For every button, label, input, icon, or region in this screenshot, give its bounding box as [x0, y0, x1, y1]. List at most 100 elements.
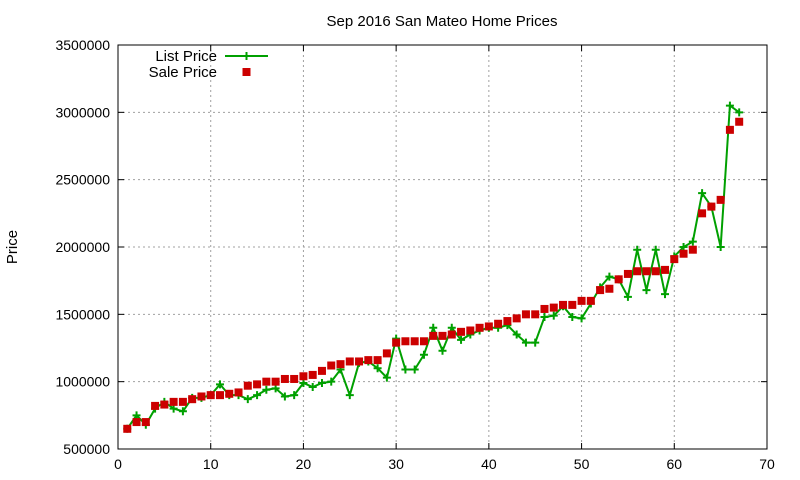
list-price-point — [577, 314, 586, 323]
list-price-point — [271, 384, 280, 393]
list-price-line — [126, 103, 740, 430]
x-tick-label: 40 — [481, 456, 497, 472]
sale-price-point — [531, 310, 540, 319]
sale-price-point — [345, 357, 354, 366]
sale-price-point — [327, 361, 336, 370]
list-price-point — [429, 323, 438, 332]
list-price-point — [688, 237, 697, 246]
sale-price-point — [215, 391, 224, 400]
y-axis-label: Price — [4, 230, 21, 264]
sale-price-point — [494, 319, 503, 328]
list-price-point — [280, 392, 289, 401]
list-price-point — [253, 391, 262, 400]
list-price-point — [698, 189, 707, 198]
list-price-point — [419, 350, 428, 359]
sale-price-point — [586, 296, 595, 305]
sale-price-point — [623, 269, 632, 278]
sale-price-point — [503, 317, 512, 326]
sale-price-point — [429, 331, 438, 340]
sale-price-point — [559, 300, 568, 309]
sale-price-point — [670, 255, 679, 264]
list-price-point — [308, 383, 317, 392]
list-price-point — [725, 101, 734, 110]
y-tick-label: 2500000 — [55, 172, 110, 188]
sale-price-point — [355, 357, 364, 366]
list-price-point — [512, 330, 521, 339]
y-tick-label: 3500000 — [55, 37, 110, 53]
list-price-point — [299, 379, 308, 388]
list-price-point — [531, 338, 540, 347]
sale-price-point — [419, 337, 428, 346]
list-price-point — [438, 346, 447, 355]
sale-price-point — [290, 374, 299, 383]
sale-price-point — [642, 267, 651, 276]
list-price-point — [243, 395, 252, 404]
sale-price-point — [707, 202, 716, 211]
sale-price-point — [716, 195, 725, 204]
list-price-point — [521, 338, 530, 347]
sale-price-point — [512, 314, 521, 323]
chart-title: Sep 2016 San Mateo Home Prices — [327, 13, 558, 30]
list-price-point — [290, 391, 299, 400]
sale-price-point — [725, 125, 734, 134]
sale-price-point — [382, 349, 391, 358]
sale-price-point — [698, 209, 707, 218]
sale-price-point — [484, 322, 493, 331]
list-price-point — [735, 108, 744, 117]
list-price-point — [262, 385, 271, 394]
sale-price-point — [132, 418, 141, 427]
sale-price-point — [169, 397, 178, 406]
sale-price-point — [299, 372, 308, 381]
x-tick-label: 60 — [666, 456, 682, 472]
sale-price-point — [661, 265, 670, 274]
sale-price-point — [188, 395, 197, 404]
x-tick-label: 30 — [388, 456, 404, 472]
y-tick-label: 500000 — [63, 441, 110, 457]
list-price-point — [623, 292, 632, 301]
sale-price-point — [438, 331, 447, 340]
series — [123, 101, 744, 433]
sale-price-point — [364, 356, 373, 365]
sale-price-point — [373, 356, 382, 365]
sale-price-point — [605, 284, 614, 293]
sale-price-point — [197, 392, 206, 401]
sale-price-point — [688, 245, 697, 254]
sale-price-point — [336, 360, 345, 369]
sale-price-point — [577, 296, 586, 305]
list-price-point — [651, 245, 660, 254]
list-price-point — [410, 365, 419, 374]
sale-price-point — [447, 330, 456, 339]
list-price-point — [540, 313, 549, 322]
list-price-point — [382, 373, 391, 382]
list-price-point — [327, 377, 336, 386]
sale-price-point — [262, 377, 271, 386]
sale-price-point — [679, 249, 688, 258]
axis-ticks: 0 10 20 30 40 50 60 70 500000 1000000 1500000 20000… — [55, 37, 775, 472]
sale-price-point — [151, 401, 160, 410]
list-price-point — [661, 290, 670, 299]
list-price-point — [215, 380, 224, 389]
sale-price-point — [521, 310, 530, 319]
list-price-point — [345, 391, 354, 400]
sale-price-point — [596, 286, 605, 295]
sale-price-point — [253, 380, 262, 389]
sale-price-point — [466, 326, 475, 335]
list-price-point — [679, 243, 688, 251]
sale-price-point — [410, 337, 419, 346]
sale-price-point — [549, 303, 558, 312]
sale-price-point — [475, 323, 484, 332]
y-tick-label: 1000000 — [55, 374, 110, 390]
sale-price-point — [123, 424, 132, 433]
sale-price-point — [568, 300, 577, 309]
y-tick-label: 3000000 — [55, 104, 110, 120]
sale-price-point — [160, 400, 169, 409]
sale-price-point — [651, 267, 660, 276]
sale-price-point — [206, 391, 215, 400]
x-tick-label: 50 — [574, 456, 590, 472]
x-tick-label: 20 — [296, 456, 312, 472]
sale-price-point — [308, 370, 317, 379]
sale-price-point — [280, 374, 289, 383]
legend-list-price-marker — [242, 52, 251, 60]
y-tick-label: 2000000 — [55, 239, 110, 255]
legend: List Price Sale Price — [149, 48, 268, 81]
